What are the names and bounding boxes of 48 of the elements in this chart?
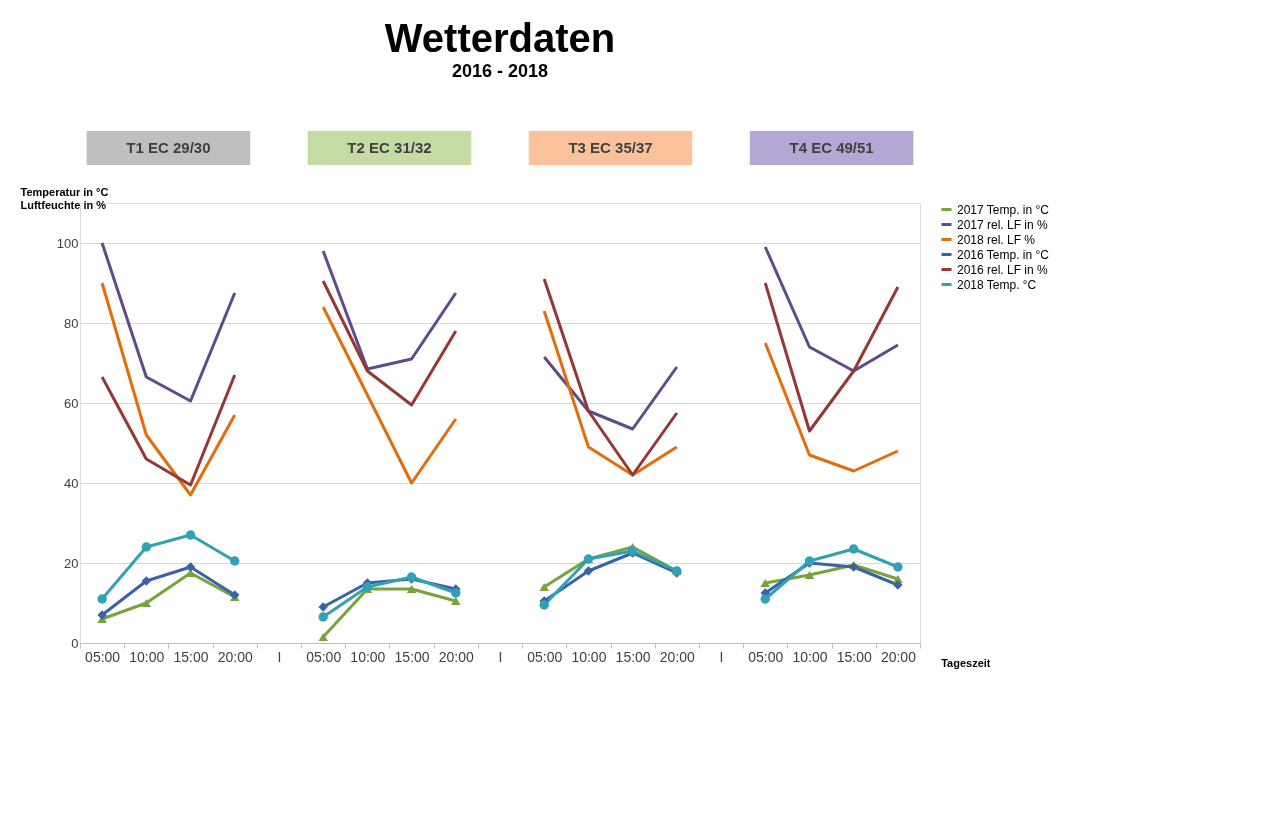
- x-tick-label: 15:00: [173, 648, 209, 665]
- x-axis-title: Tageszeit: [941, 656, 991, 669]
- text: T1 EC 29/30: [126, 139, 211, 156]
- text: T4 EC 49/51: [789, 139, 874, 156]
- legend-label: 2017 rel. LF in %: [957, 217, 1049, 232]
- point: [229, 556, 240, 566]
- point: [141, 598, 152, 608]
- chart-title: Wetterdaten: [384, 16, 616, 60]
- y-tick-label: 20: [64, 555, 79, 571]
- x-tick-label: 10:00: [129, 648, 165, 665]
- x-tick-label: 05:00: [748, 648, 784, 665]
- y-tick-label: 60: [64, 395, 79, 411]
- x-tick-label: 10:00: [350, 648, 386, 665]
- point: [97, 594, 107, 604]
- legend-label: 2018 Temp. °C: [957, 277, 1037, 292]
- text: T3 EC 35/37: [568, 139, 653, 156]
- x-tick-label: 10:00: [571, 648, 607, 665]
- x-tick-label: I: [498, 648, 503, 665]
- x-tick-label: 20:00: [880, 648, 917, 665]
- x-tick-label: I: [719, 648, 724, 665]
- x-tick-label: 05:00: [306, 648, 342, 665]
- x-tick-label: 20:00: [217, 648, 253, 665]
- x-tick-label: 05:00: [527, 648, 563, 665]
- legend-label: 2016 Temp. in °C: [957, 247, 1050, 262]
- point: [185, 562, 196, 572]
- y-tick-label: 0: [71, 635, 79, 651]
- x-tick-label: 10:00: [792, 648, 828, 665]
- x-tick-label: 15:00: [394, 648, 430, 665]
- x-tick-label: 15:00: [836, 648, 872, 665]
- point: [141, 542, 152, 552]
- x-tick-label: 20:00: [438, 648, 475, 665]
- chart-subtitle: 2016 - 2018: [451, 61, 549, 81]
- y-axis-title: Temperatur in °C Luftfeuchte in %: [20, 185, 109, 211]
- point: [141, 576, 152, 586]
- point: [185, 530, 196, 540]
- x-tick-label: 15:00: [615, 648, 651, 665]
- point: [848, 544, 859, 554]
- y-tick-label: 40: [64, 475, 79, 491]
- legend-label: 2018 rel. LF %: [957, 232, 1036, 247]
- x-tick-label: I: [277, 648, 282, 665]
- y-tick-label: 100: [56, 235, 79, 251]
- x-tick-label: 20:00: [659, 648, 696, 665]
- legend-label: 2016 rel. LF in %: [957, 262, 1049, 277]
- x-tick-label: 05:00: [85, 648, 121, 665]
- point: [760, 594, 771, 604]
- y-tick-label: 80: [64, 315, 79, 331]
- legend-label: 2017 Temp. in °C: [957, 202, 1050, 217]
- text: T2 EC 31/32: [347, 139, 432, 156]
